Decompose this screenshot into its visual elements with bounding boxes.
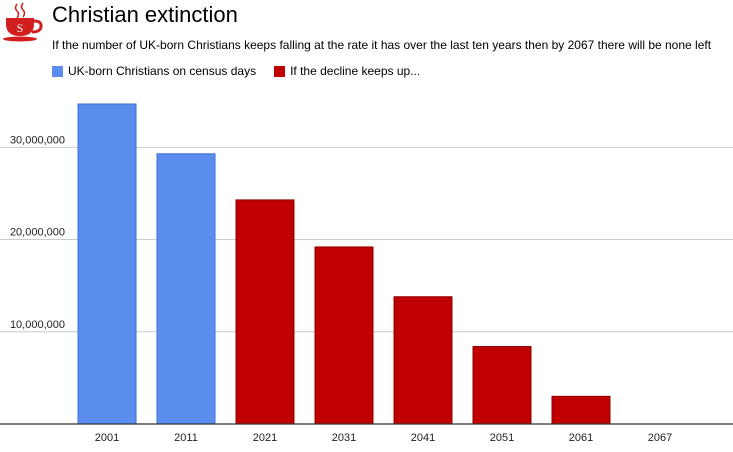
chart-legend: UK-born Christians on census days If the…: [52, 64, 420, 78]
x-tick-label: 2067: [648, 432, 672, 444]
chart-subtitle: If the number of UK-born Christians keep…: [52, 38, 712, 52]
y-tick-label: 30,000,000: [10, 134, 65, 146]
bar-2031: [314, 246, 374, 425]
legend-swatch-projection: [274, 65, 286, 77]
y-tick-label: 20,000,000: [10, 227, 65, 239]
y-tick-label: 10,000,000: [10, 319, 65, 331]
legend-label-census: UK-born Christians on census days: [68, 64, 257, 78]
chart-title: Christian extinction: [52, 2, 238, 27]
legend-item-census: UK-born Christians on census days: [52, 64, 256, 78]
x-tick-label: 2001: [95, 432, 119, 444]
bar-2001: [77, 103, 137, 425]
bar-2061: [551, 395, 611, 425]
logo-letter: S: [17, 21, 24, 35]
bar-2051: [472, 346, 532, 425]
x-tick-label: 2041: [411, 432, 435, 444]
bar-2011: [156, 153, 216, 425]
legend-label-projection: If the decline keeps up...: [290, 64, 421, 78]
x-tick-label: 2061: [569, 432, 593, 444]
x-tick-label: 2051: [490, 432, 514, 444]
bar-2041: [393, 296, 453, 425]
x-tick-label: 2021: [253, 432, 277, 444]
bar-2021: [235, 199, 295, 425]
x-tick-label: 2011: [174, 432, 198, 444]
teacup-logo-icon: S: [3, 2, 43, 42]
x-tick-label: 2031: [332, 432, 356, 444]
legend-item-projection: If the decline keeps up...: [274, 64, 420, 78]
legend-swatch-census: [52, 65, 63, 77]
